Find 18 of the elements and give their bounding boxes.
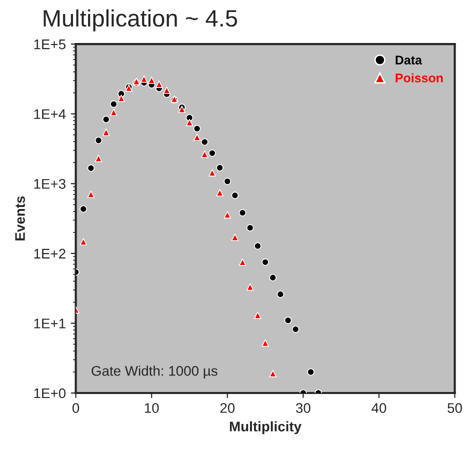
y-tick-label: 1E+3 [34,178,66,189]
legend-label: Data [396,56,422,64]
x-tick-label: 40 [372,403,386,413]
y-tick-label: 1E+5 [34,40,66,50]
x-axis-title: Multiplicity [230,421,302,434]
x-tick-label: 30 [296,403,310,413]
chart-title: Multiplication ~ 4.5 [44,9,238,32]
y-axis-title: Events [15,196,25,240]
y-tick-label: 1E+2 [34,248,66,258]
x-tick-label: 20 [220,403,235,413]
x-tick-label: 10 [144,403,159,413]
y-tick-label: 1E+4 [34,109,66,119]
legend-label: Poisson [396,73,443,82]
y-tick-label: 1E+1 [34,318,66,328]
x-tick-label: 0 [72,403,80,413]
x-tick-label: 50 [448,403,462,413]
annotation: Gate Width: 1000 µs [92,366,218,379]
y-tick-label: 1E+0 [34,388,66,398]
